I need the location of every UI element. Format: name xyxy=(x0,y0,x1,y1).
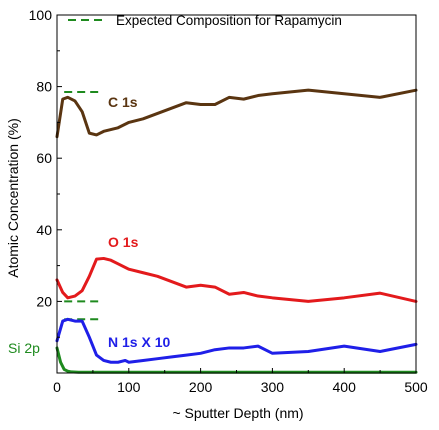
series-label-c-1s: C 1s xyxy=(108,94,138,110)
series-group xyxy=(55,88,418,374)
series-label-o-1s: O 1s xyxy=(108,234,139,250)
series-line-si-2p xyxy=(55,346,418,374)
x-tick-label: 200 xyxy=(189,379,213,395)
plot-area xyxy=(64,90,101,321)
y-tick-label: 100 xyxy=(29,7,53,23)
axes: 0 100 200 300 400 500 20 40 60 80 100 xyxy=(29,7,428,395)
x-tick-label: 500 xyxy=(404,379,428,395)
x-tick-label: 100 xyxy=(117,379,141,395)
x-axis-title: ~ Sputter Depth (nm) xyxy=(172,405,303,421)
y-tick-label: 40 xyxy=(36,222,52,238)
series-line-n-1s-x-10 xyxy=(55,317,418,364)
legend: Expected Composition for Rapamycin xyxy=(68,13,342,28)
series-label-n-1s-x-10: N 1s X 10 xyxy=(108,334,170,350)
legend-label: Expected Composition for Rapamycin xyxy=(116,13,342,28)
plot-frame xyxy=(56,14,417,374)
x-tick-label: 400 xyxy=(333,379,357,395)
y-axis-title: Atomic Concentration (%) xyxy=(5,118,21,278)
y-tick-label: 20 xyxy=(36,293,52,309)
labels: C 1s O 1s N 1s X 10 Si 2p xyxy=(8,94,170,356)
y-tick-label: 80 xyxy=(36,79,52,95)
series-label-si-2p: Si 2p xyxy=(8,340,40,356)
y-tick-label: 60 xyxy=(36,150,52,166)
series-line-c-1s xyxy=(55,88,418,139)
x-tick-label: 0 xyxy=(53,379,61,395)
series-line-o-1s xyxy=(55,256,418,303)
x-tick-label: 300 xyxy=(261,379,285,395)
